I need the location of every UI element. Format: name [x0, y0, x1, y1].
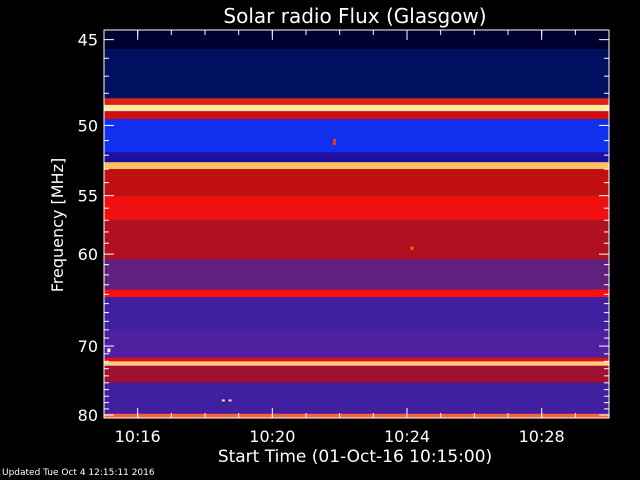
x-tick-label: 10:28	[519, 427, 565, 446]
y-tick-label: 70	[78, 337, 98, 356]
spectral-band-1	[104, 49, 609, 99]
spectral-band-7	[104, 162, 609, 170]
spectral-band-2	[104, 98, 609, 105]
spectral-band-4	[104, 111, 609, 120]
spectral-band-10	[104, 220, 609, 260]
spectral-band-0	[104, 30, 609, 50]
y-tick-label: 60	[78, 245, 98, 264]
spectral-band-11	[104, 259, 609, 290]
update-timestamp: Updated Tue Oct 4 12:15:11 2016	[2, 468, 155, 478]
y-tick-label: 50	[78, 116, 98, 135]
y-tick-label: 55	[78, 187, 98, 206]
burst-1	[332, 139, 336, 146]
x-tick-label: 10:16	[115, 427, 161, 446]
spectral-band-5	[104, 119, 609, 153]
spectral-band-13	[104, 297, 609, 330]
spectral-band-19	[104, 413, 609, 418]
spectral-band-8	[104, 169, 609, 196]
spectral-band-18	[104, 382, 609, 414]
spectral-band-14	[104, 329, 609, 358]
y-tick-label: 45	[78, 31, 98, 50]
spectral-band-15	[104, 357, 609, 362]
burst-2	[410, 246, 414, 250]
chart-title: Solar radio Flux (Glasgow)	[223, 4, 486, 28]
spectral-band-6	[104, 152, 609, 163]
x-tick-label: 10:24	[384, 427, 430, 446]
spectral-band-16	[104, 361, 609, 366]
spectral-band-3	[104, 104, 609, 112]
y-tick-label: 80	[78, 406, 98, 425]
burst-4	[228, 399, 232, 402]
burst-0	[107, 348, 111, 353]
y-axis-label: Frequency [MHz]	[48, 158, 67, 292]
x-tick-label: 10:20	[249, 427, 295, 446]
spectral-band-17	[104, 365, 609, 383]
axes: 45 50 55 60 70 80 10:16 10:20 10:24 10:28	[78, 29, 610, 446]
plot-area	[104, 30, 609, 418]
plot-frame	[103, 29, 610, 419]
spectral-band-12	[104, 289, 609, 298]
x-axis-label: Start Time (01-Oct-16 10:15:00)	[218, 447, 492, 467]
spectral-band-9	[104, 195, 609, 221]
burst-3	[221, 399, 225, 402]
